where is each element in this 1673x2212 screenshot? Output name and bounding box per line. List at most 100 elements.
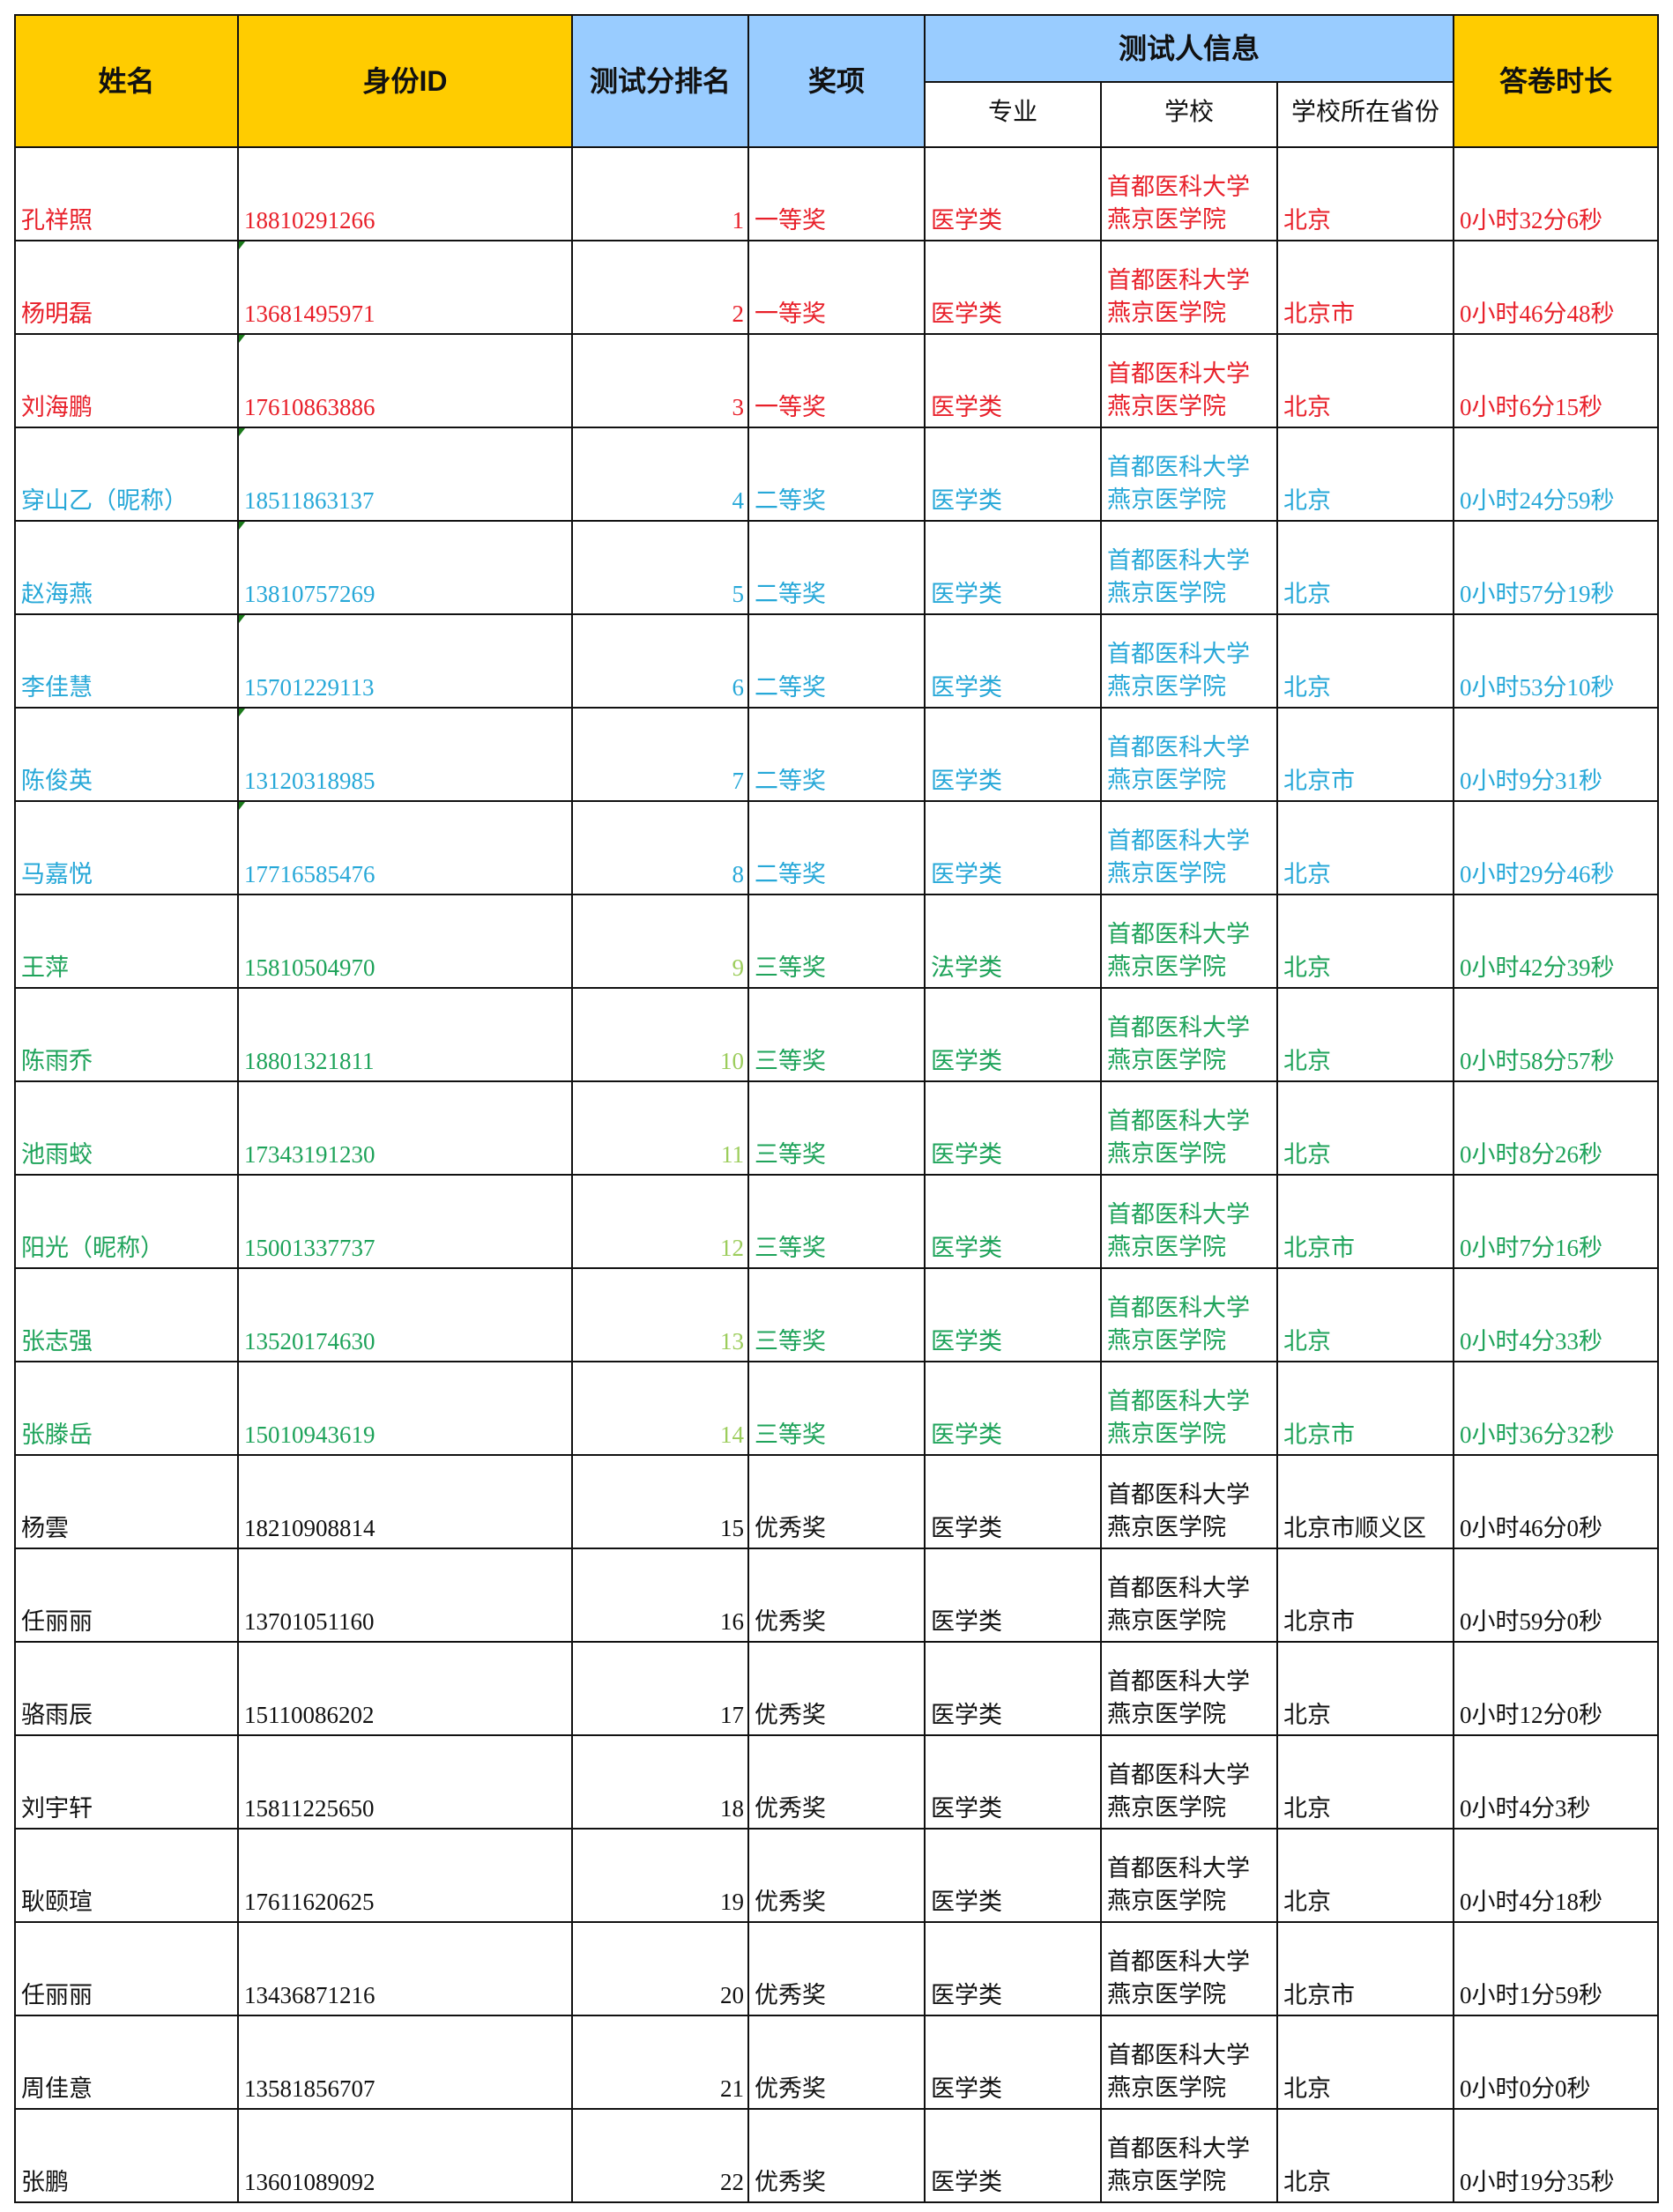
cell-name[interactable]: 任丽丽 (14, 1921, 239, 2016)
cell-province[interactable]: 北京 (1276, 1080, 1454, 1176)
cell-major[interactable]: 医学类 (924, 2015, 1102, 2110)
cell-school[interactable]: 首都医科大学 燕京医学院 (1100, 1828, 1278, 1923)
cell-major[interactable]: 医学类 (924, 707, 1102, 802)
cell-id[interactable]: 15110086202 (237, 1641, 573, 1736)
cell-name[interactable]: 张鹏 (14, 2108, 239, 2203)
cell-province[interactable]: 北京 (1276, 1641, 1454, 1736)
cell-school[interactable]: 首都医科大学 燕京医学院 (1100, 1548, 1278, 1643)
cell-province[interactable]: 北京市 (1276, 1548, 1454, 1643)
cell-duration[interactable]: 0小时0分0秒 (1453, 2015, 1659, 2110)
cell-duration[interactable]: 0小时4分33秒 (1453, 1267, 1659, 1362)
cell-duration[interactable]: 0小时58分57秒 (1453, 987, 1659, 1082)
cell-rank[interactable]: 22 (571, 2108, 749, 2203)
cell-school[interactable]: 首都医科大学 燕京医学院 (1100, 146, 1278, 241)
cell-award[interactable]: 二等奖 (747, 520, 926, 615)
cell-major[interactable]: 法学类 (924, 894, 1102, 989)
cell-rank[interactable]: 5 (571, 520, 749, 615)
cell-major[interactable]: 医学类 (924, 333, 1102, 428)
cell-school[interactable]: 首都医科大学 燕京医学院 (1100, 894, 1278, 989)
cell-award[interactable]: 三等奖 (747, 894, 926, 989)
cell-award[interactable]: 二等奖 (747, 427, 926, 522)
cell-duration[interactable]: 0小时29分46秒 (1453, 800, 1659, 895)
cell-school[interactable]: 首都医科大学 燕京医学院 (1100, 1267, 1278, 1362)
cell-name[interactable]: 王萍 (14, 894, 239, 989)
cell-major[interactable]: 医学类 (924, 1921, 1102, 2016)
cell-id[interactable]: 13701051160 (237, 1548, 573, 1643)
cell-school[interactable]: 首都医科大学 燕京医学院 (1100, 1641, 1278, 1736)
cell-award[interactable]: 三等奖 (747, 1361, 926, 1456)
cell-id[interactable]: 13520174630 (237, 1267, 573, 1362)
cell-duration[interactable]: 0小时59分0秒 (1453, 1548, 1659, 1643)
cell-school[interactable]: 首都医科大学 燕京医学院 (1100, 1080, 1278, 1176)
cell-duration[interactable]: 0小时32分6秒 (1453, 146, 1659, 241)
cell-major[interactable]: 医学类 (924, 1174, 1102, 1269)
cell-name[interactable]: 耿颐瑄 (14, 1828, 239, 1923)
cell-school[interactable]: 首都医科大学 燕京医学院 (1100, 427, 1278, 522)
cell-duration[interactable]: 0小时7分16秒 (1453, 1174, 1659, 1269)
cell-rank[interactable]: 2 (571, 240, 749, 335)
cell-id[interactable]: 15811225650 (237, 1734, 573, 1830)
cell-award[interactable]: 一等奖 (747, 333, 926, 428)
cell-award[interactable]: 优秀奖 (747, 1454, 926, 1549)
cell-rank[interactable]: 21 (571, 2015, 749, 2110)
cell-duration[interactable]: 0小时4分3秒 (1453, 1734, 1659, 1830)
cell-name[interactable]: 池雨蛟 (14, 1080, 239, 1176)
cell-rank[interactable]: 12 (571, 1174, 749, 1269)
cell-award[interactable]: 一等奖 (747, 146, 926, 241)
cell-name[interactable]: 马嘉悦 (14, 800, 239, 895)
cell-school[interactable]: 首都医科大学 燕京医学院 (1100, 613, 1278, 709)
cell-school[interactable]: 首都医科大学 燕京医学院 (1100, 707, 1278, 802)
cell-school[interactable]: 首都医科大学 燕京医学院 (1100, 987, 1278, 1082)
cell-name[interactable]: 陈俊英 (14, 707, 239, 802)
cell-duration[interactable]: 0小时1分59秒 (1453, 1921, 1659, 2016)
cell-duration[interactable]: 0小时57分19秒 (1453, 520, 1659, 615)
cell-id[interactable]: 15001337737 (237, 1174, 573, 1269)
cell-duration[interactable]: 0小时46分48秒 (1453, 240, 1659, 335)
cell-school[interactable]: 首都医科大学 燕京医学院 (1100, 1454, 1278, 1549)
cell-name[interactable]: 阳光（昵称） (14, 1174, 239, 1269)
cell-name[interactable]: 张志强 (14, 1267, 239, 1362)
cell-rank[interactable]: 3 (571, 333, 749, 428)
cell-duration[interactable]: 0小时19分35秒 (1453, 2108, 1659, 2203)
cell-award[interactable]: 三等奖 (747, 1267, 926, 1362)
cell-duration[interactable]: 0小时12分0秒 (1453, 1641, 1659, 1736)
cell-rank[interactable]: 11 (571, 1080, 749, 1176)
cell-province[interactable]: 北京 (1276, 1734, 1454, 1830)
cell-award[interactable]: 优秀奖 (747, 2015, 926, 2110)
cell-id[interactable]: 17343191230 (237, 1080, 573, 1176)
cell-school[interactable]: 首都医科大学 燕京医学院 (1100, 2015, 1278, 2110)
cell-rank[interactable]: 20 (571, 1921, 749, 2016)
cell-school[interactable]: 首都医科大学 燕京医学院 (1100, 1734, 1278, 1830)
cell-school[interactable]: 首都医科大学 燕京医学院 (1100, 1174, 1278, 1269)
cell-rank[interactable]: 1 (571, 146, 749, 241)
cell-rank[interactable]: 6 (571, 613, 749, 709)
cell-id[interactable]: 15010943619 (237, 1361, 573, 1456)
cell-province[interactable]: 北京 (1276, 1828, 1454, 1923)
cell-rank[interactable]: 15 (571, 1454, 749, 1549)
cell-award[interactable]: 优秀奖 (747, 1548, 926, 1643)
cell-major[interactable]: 医学类 (924, 613, 1102, 709)
cell-major[interactable]: 医学类 (924, 1454, 1102, 1549)
cell-duration[interactable]: 0小时46分0秒 (1453, 1454, 1659, 1549)
cell-id[interactable]: 18801321811 (237, 987, 573, 1082)
cell-province[interactable]: 北京 (1276, 2015, 1454, 2110)
cell-major[interactable]: 医学类 (924, 240, 1102, 335)
cell-major[interactable]: 医学类 (924, 1267, 1102, 1362)
cell-province[interactable]: 北京 (1276, 987, 1454, 1082)
cell-province[interactable]: 北京市顺义区 (1276, 1454, 1454, 1549)
cell-major[interactable]: 医学类 (924, 427, 1102, 522)
cell-award[interactable]: 二等奖 (747, 800, 926, 895)
cell-award[interactable]: 一等奖 (747, 240, 926, 335)
cell-major[interactable]: 医学类 (924, 800, 1102, 895)
cell-award[interactable]: 优秀奖 (747, 1921, 926, 2016)
cell-major[interactable]: 医学类 (924, 1548, 1102, 1643)
cell-id[interactable]: 18810291266 (237, 146, 573, 241)
cell-duration[interactable]: 0小时53分10秒 (1453, 613, 1659, 709)
cell-rank[interactable]: 14 (571, 1361, 749, 1456)
cell-name[interactable]: 穿山乙（昵称） (14, 427, 239, 522)
cell-province[interactable]: 北京 (1276, 333, 1454, 428)
cell-province[interactable]: 北京 (1276, 894, 1454, 989)
cell-province[interactable]: 北京 (1276, 1267, 1454, 1362)
cell-id[interactable]: 15701229113 (237, 613, 573, 709)
cell-major[interactable]: 医学类 (924, 520, 1102, 615)
